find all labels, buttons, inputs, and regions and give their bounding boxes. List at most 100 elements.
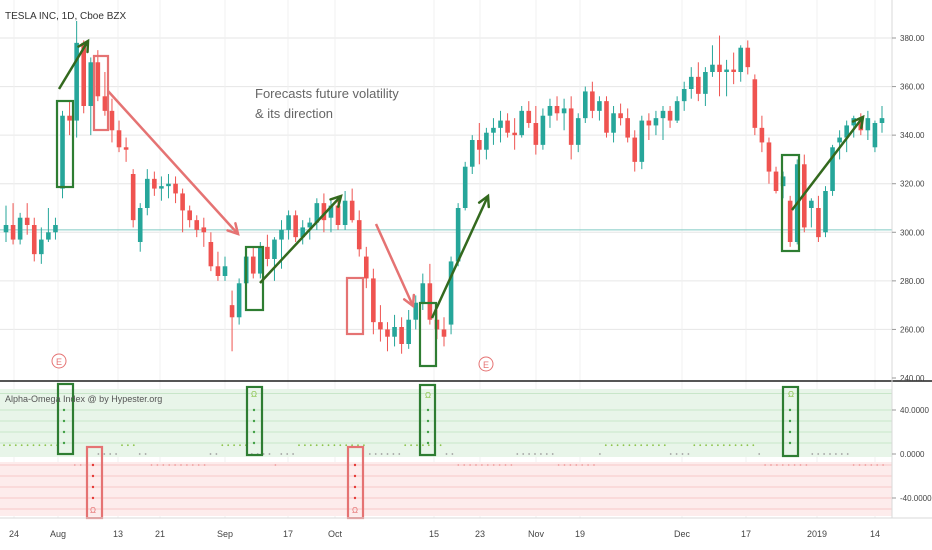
candle [738,45,744,82]
candle [632,130,638,172]
candle-body [10,225,16,240]
candle [236,278,242,325]
indicator-red-zone [0,462,892,516]
indicator-dot [540,453,542,455]
indicator-dot [351,444,353,447]
candle [590,81,595,119]
chart-title: TESLA INC, 1D, Cboe BZX [5,11,126,22]
price-tick-label: 380.00 [900,34,925,43]
indicator-signal-dot [426,430,430,434]
time-tick-label: Nov [528,529,545,539]
candle [547,98,553,128]
indicator-signal-dot [252,419,256,423]
time-axis[interactable]: 24 Aug 13 21 Sep 17 Oct 15 23 Nov 19 Dec 17 2019 14 [9,529,880,539]
candle [498,110,503,143]
indicator-signal-dot [788,408,792,412]
indicator-dot [9,444,11,447]
candle [60,110,65,199]
indicator-dot [610,444,613,447]
price-tick-label: 300.00 [900,228,925,237]
indicator-dot [127,444,129,447]
candle-body [752,79,758,128]
candle-body [477,140,482,150]
candle [427,263,433,325]
candle [250,246,256,279]
candle-body [166,183,171,187]
indicator-dot [20,444,23,447]
indicator-dot [746,444,749,447]
indicator-dot [799,464,802,466]
candle-body [582,91,588,119]
candle-body [681,89,687,102]
indicator-axis[interactable]: 40.0000 0.0000 -40.0000 [892,406,932,503]
indicator-signal-dot [252,408,256,412]
earnings-marker[interactable]: E [51,353,67,369]
indicator-dot [557,464,560,466]
time-tick-label: 17 [741,529,751,539]
indicator-dot [705,444,707,447]
indicator-dot [368,453,371,455]
indicator-dot [563,464,566,466]
candle-body [618,113,623,119]
candle-body [498,120,503,128]
indicator-dot [475,464,477,466]
candle [399,317,404,354]
indicator-dot [787,464,790,466]
candle-body [597,101,602,111]
indicator-dot [333,444,336,447]
indicator-dot [498,464,501,466]
time-tick-label: 13 [113,529,123,539]
candle-body [766,142,772,172]
candle [872,120,878,153]
trend-arrow-line [57,40,90,90]
candle-body [342,200,348,225]
candle-body [625,118,630,138]
trend-arrows [57,38,865,319]
indicator-dot [463,464,466,466]
candle [477,123,482,165]
indicator-dot [14,444,17,447]
candle [462,161,468,211]
candle [222,256,228,281]
candle-body [696,76,701,94]
candle-body [363,256,369,279]
trend-arrow-head [329,194,343,208]
indicator-dot [138,453,141,455]
candle-body [130,174,136,221]
candle-body [159,186,164,189]
indicator-dot [103,453,106,455]
candle [420,273,426,310]
indicator-signal-dot [62,441,66,445]
price-axis[interactable]: 380.00 360.00 340.00 320.00 300.00 280.00 260.… [892,34,925,383]
indicator-dot [427,444,430,447]
candle [597,96,602,121]
candle-body [540,115,546,145]
candle [731,52,736,85]
indicator-dot [109,453,112,455]
candle [561,98,567,131]
candle-body [399,327,404,344]
indicator-dot [699,444,702,447]
candle-body [519,110,525,136]
candle-body [17,217,23,240]
candle-body [787,200,793,242]
indicator-dot [156,464,159,466]
candle-body [837,137,842,143]
indicator-dot [162,464,165,466]
indicator-dot [628,444,631,447]
indicator-dot [186,464,188,466]
candle-body [717,64,722,72]
candle [448,256,454,335]
candle-body [208,242,214,267]
candle-body [710,64,715,72]
indicator-signal-dot [426,419,430,423]
indicator-dot [504,464,507,466]
indicator-dot [817,453,820,455]
indicator-dot [717,444,719,447]
trend-arrow-line [791,116,864,211]
omega-symbol: Ω [352,506,358,515]
earnings-marker[interactable]: E [478,356,494,372]
time-tick-label: 23 [475,529,485,539]
time-tick-label: Aug [50,529,66,539]
